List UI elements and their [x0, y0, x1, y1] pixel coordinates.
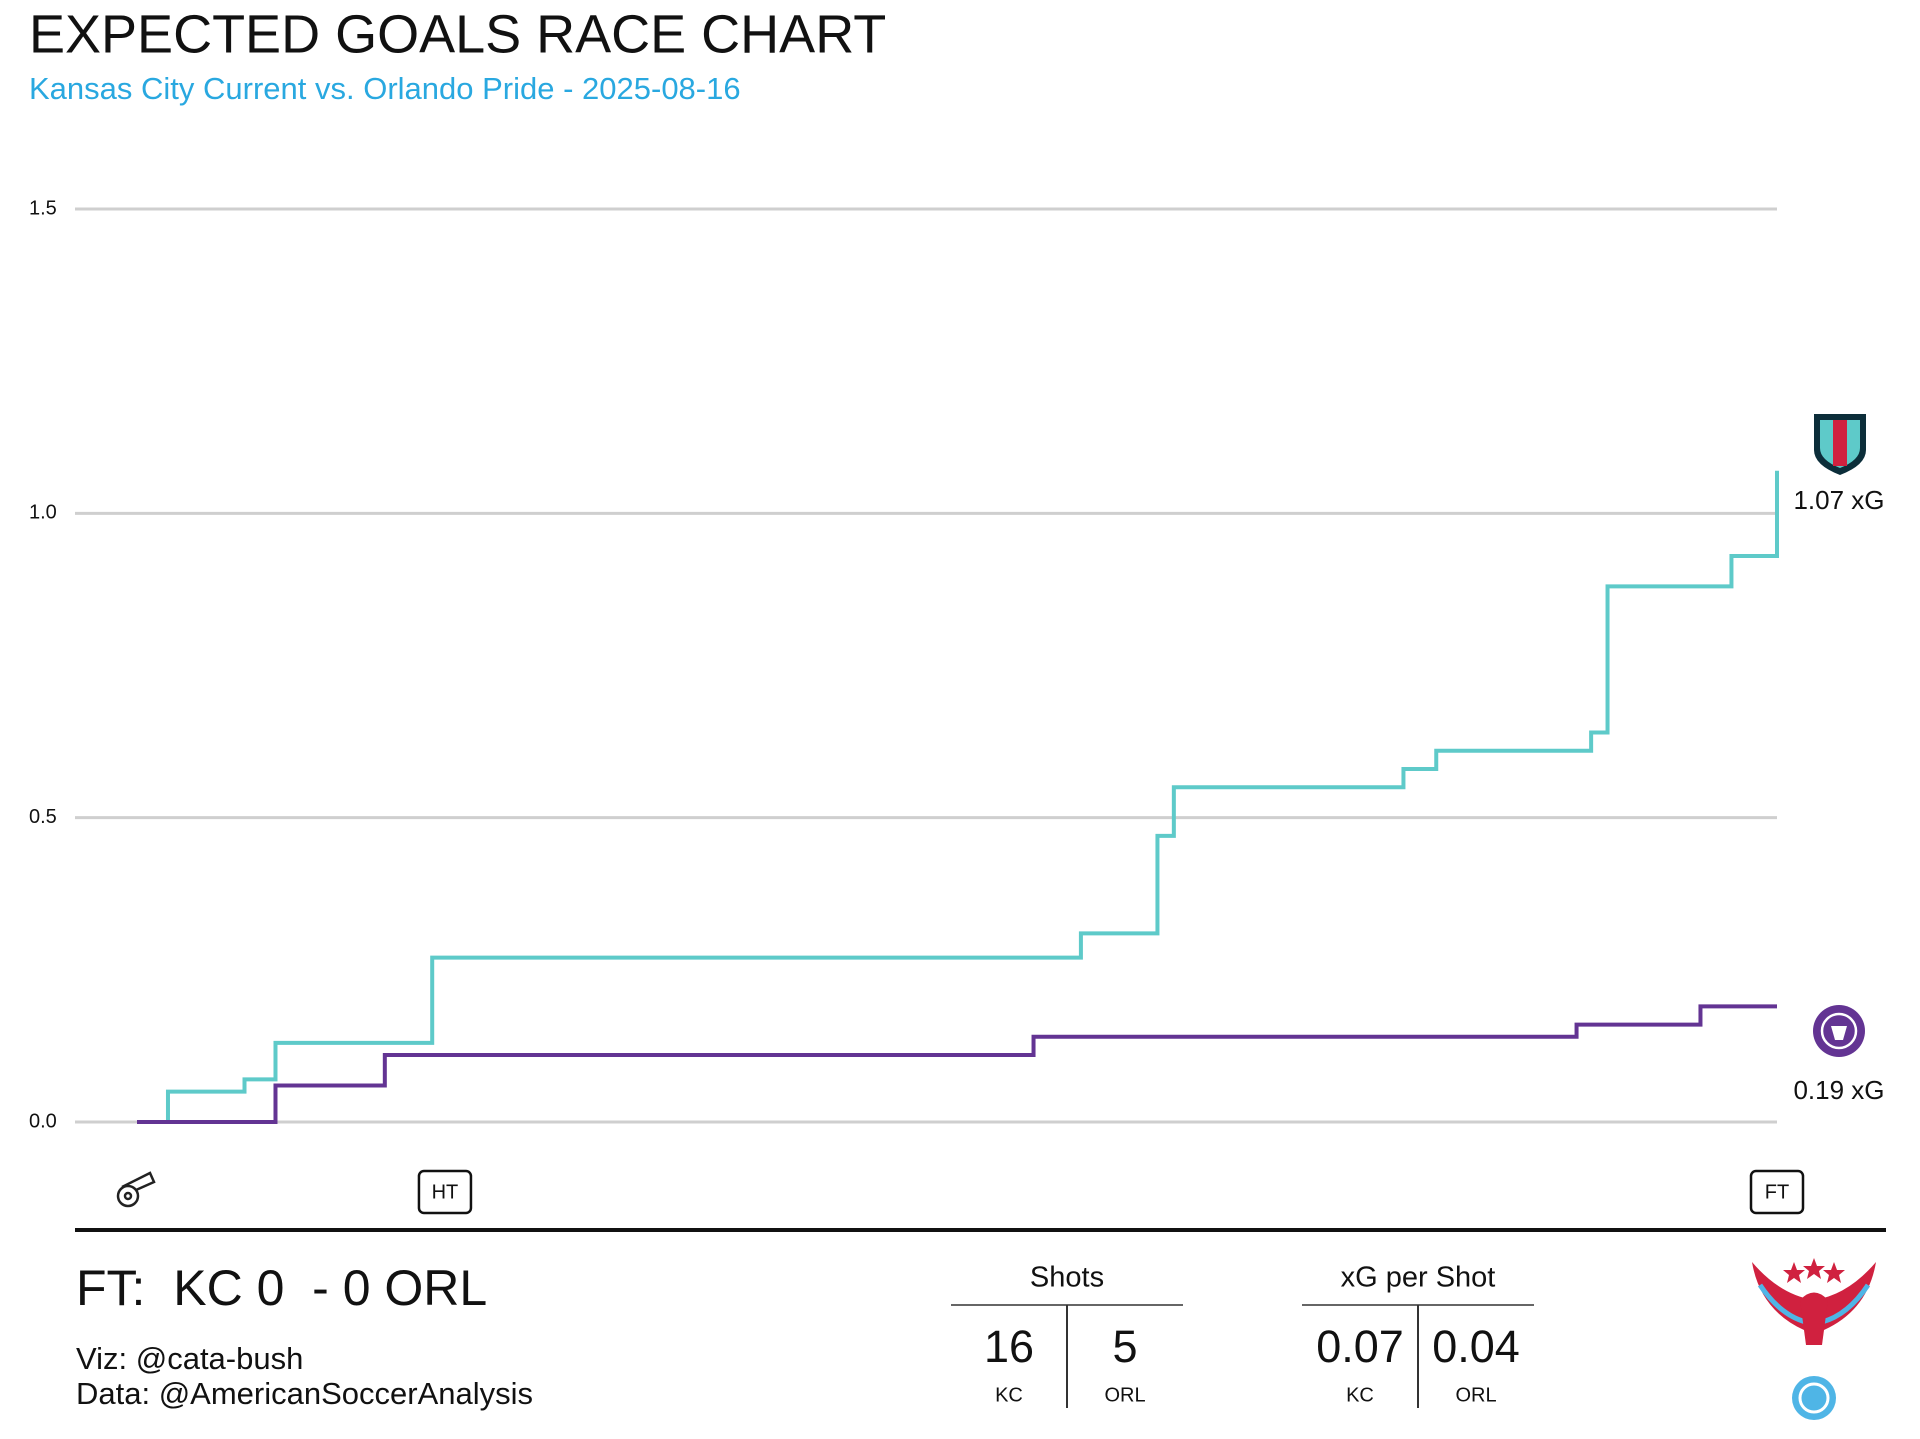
period-label: HT [432, 1181, 459, 1203]
y-tick-label: 1.0 [29, 502, 57, 524]
stat-title: xG per Shot [1341, 1262, 1496, 1294]
stat-value: 0.07 [1316, 1321, 1404, 1372]
stat-title: Shots [1030, 1262, 1104, 1294]
xg-step-line [137, 1004, 1777, 1124]
score: FT: KC 0 - 0 ORL [76, 1260, 487, 1316]
chart-title: EXPECTED GOALS RACE CHART [29, 4, 886, 64]
end-label: 0.19 xG [1793, 1075, 1884, 1105]
end-label: 1.07 xG [1793, 485, 1884, 515]
y-tick-label: 0.5 [29, 806, 57, 828]
stat-value: 0.04 [1432, 1321, 1520, 1372]
credit: Viz: @cata-bush [76, 1341, 303, 1376]
kickoff-whistle [116, 1171, 156, 1208]
stat-value: 5 [1112, 1321, 1137, 1372]
credit: Data: @AmericanSoccerAnalysis [76, 1376, 533, 1411]
xg-step-line [165, 470, 1779, 1122]
y-tick-label: 0.0 [29, 1110, 57, 1132]
asa-logo [1752, 1258, 1876, 1420]
kc-logo [1814, 414, 1866, 475]
stat-team: KC [1346, 1384, 1374, 1406]
y-tick-label: 1.5 [29, 197, 57, 219]
period-marker [1749, 1169, 1805, 1215]
orl-logo [1813, 1005, 1865, 1057]
period-marker [417, 1169, 473, 1215]
stat-team: KC [995, 1384, 1023, 1406]
period-label: FT [1765, 1181, 1789, 1203]
stat-team: ORL [1104, 1384, 1145, 1406]
stat-team: ORL [1455, 1384, 1496, 1406]
stat-value: 16 [984, 1321, 1034, 1372]
chart-subtitle: Kansas City Current vs. Orlando Pride - … [29, 71, 741, 106]
